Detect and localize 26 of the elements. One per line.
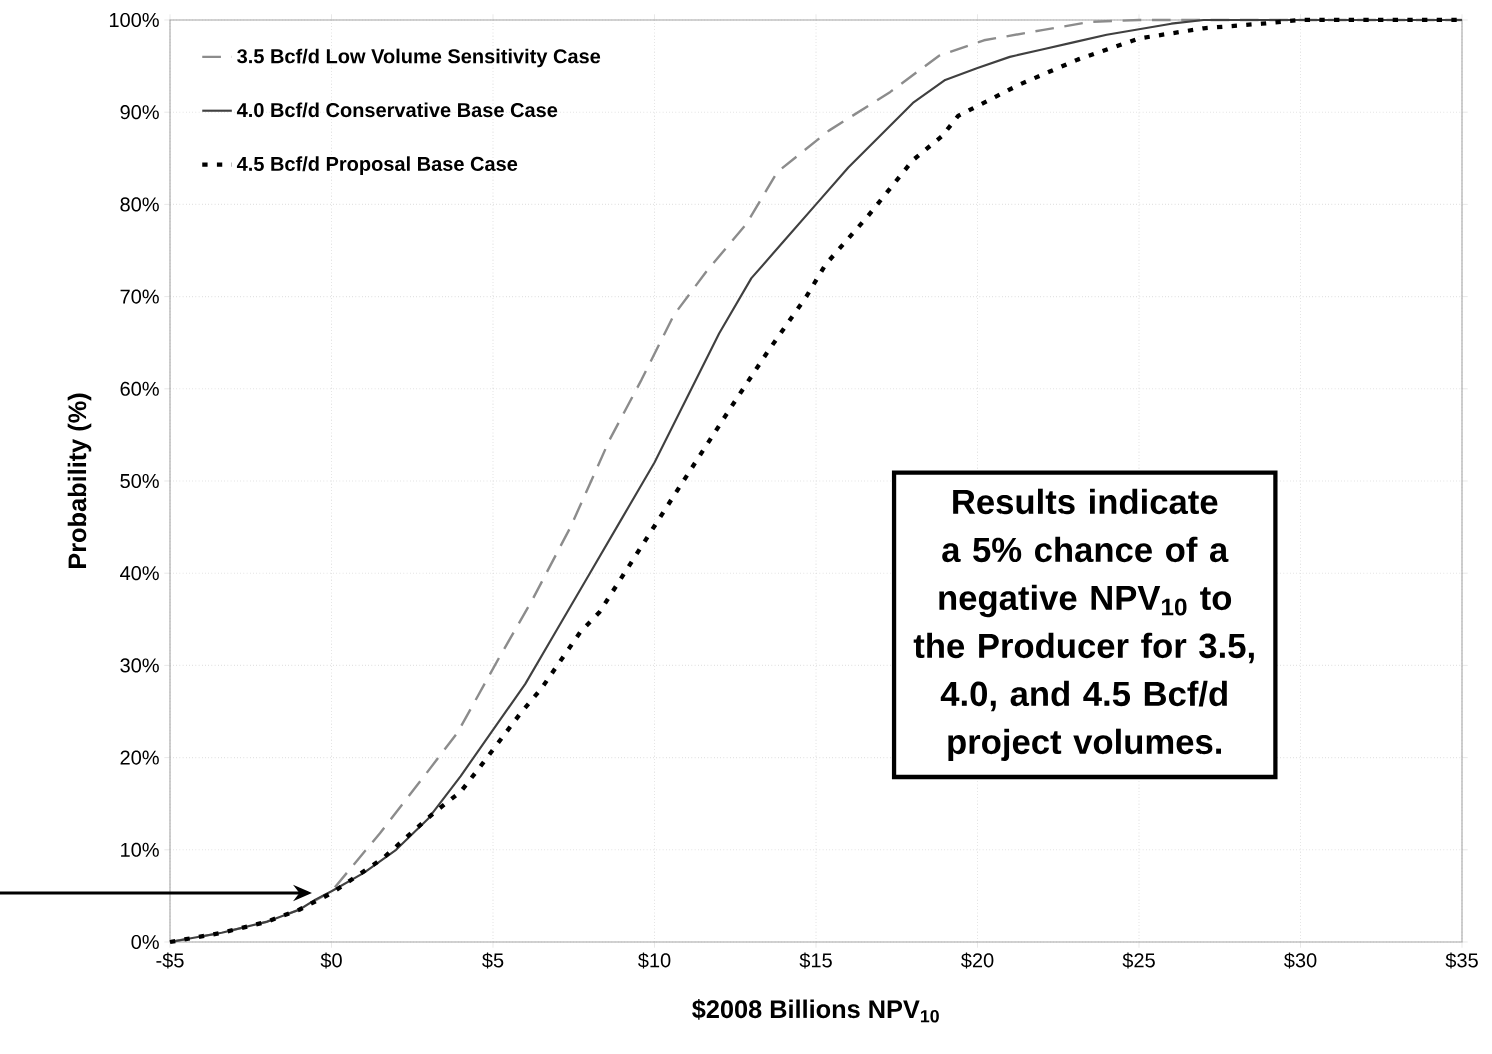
y-tick-label: 50%: [120, 473, 159, 489]
y-tick-label: 60%: [120, 381, 159, 396]
y-tick-label: 100%: [109, 12, 159, 28]
x-tick-label: $10: [638, 952, 671, 969]
x-tick-label: $35: [1445, 952, 1478, 969]
x-tick-label: $20: [961, 952, 994, 969]
y-tick-label: 0%: [131, 934, 159, 950]
annotation: Results indicate a 5% chance of a negative NPV$_{10}$ to the Producer for 3.5, 4.0, and 4.5 Bcf/d project volumes.: [913, 488, 1254, 761]
x-tick-label: $30: [1284, 952, 1317, 969]
legend-label: 4.5 Bcf/d Proposal Base Case: [236, 156, 518, 175]
y-tick-label: 90%: [120, 105, 159, 120]
legend-label: 4.0 Bcf/d Conservative Base Case: [236, 102, 558, 118]
x-tick-label: $5: [482, 952, 504, 969]
legend-label: 3.5 Bcf/d Low Volume Sensitivity Case: [237, 48, 601, 68]
y-tick-label: 40%: [120, 566, 159, 581]
x-tick-label: $15: [799, 952, 832, 969]
y-tick-label: 70%: [120, 289, 159, 304]
x-axis-title: $2008 Billions NPV$_{10}$: [692, 999, 939, 1023]
y-tick-label: 80%: [120, 197, 159, 212]
x-tick-label: -$5: [156, 952, 184, 969]
x-tick-label: $25: [1122, 952, 1155, 969]
y-axis-title: Probability (%): [67, 393, 92, 568]
x-tick-label: $0: [320, 952, 342, 969]
y-tick-label: 30%: [120, 658, 159, 673]
y-tick-label: 20%: [120, 750, 159, 765]
y-tick-label: 10%: [121, 842, 159, 857]
